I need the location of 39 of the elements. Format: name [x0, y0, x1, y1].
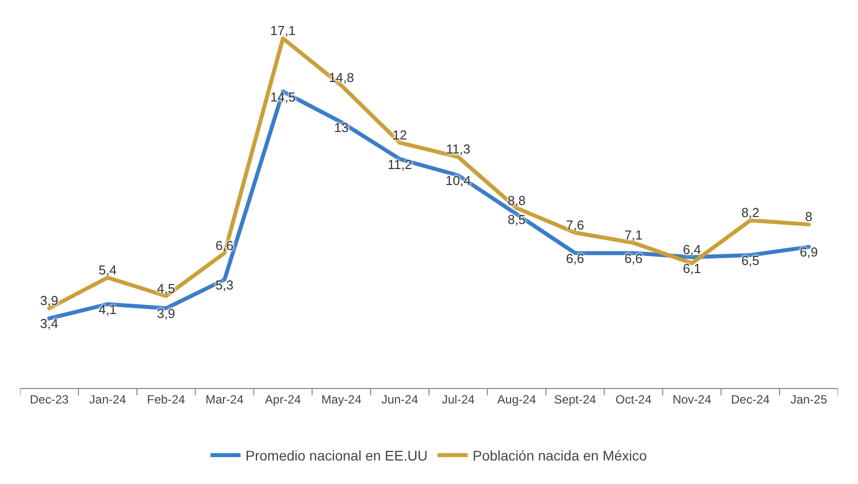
x-tick-label: Jun-24 — [381, 392, 418, 406]
x-tick-label: Jan-25 — [790, 392, 828, 406]
data-label: 8,2 — [741, 205, 760, 220]
x-tick-label: Nov-24 — [672, 392, 712, 406]
data-label: 11,2 — [388, 156, 412, 172]
data-label: 5,3 — [215, 277, 234, 292]
data-label: 4,1 — [98, 302, 117, 317]
data-label: 17,1 — [270, 23, 296, 38]
data-label: 3,4 — [40, 316, 58, 332]
x-tick-label: Sept-24 — [554, 392, 596, 406]
x-tick-label: Aug-24 — [497, 392, 536, 406]
data-label: 6,1 — [682, 261, 701, 276]
legend-label: Promedio nacional en EE.UU — [246, 448, 428, 464]
data-label: 6,6 — [624, 250, 643, 266]
data-label: 3,9 — [157, 306, 176, 322]
x-tick-label: Mar-24 — [205, 392, 244, 406]
data-label: 7,6 — [566, 217, 584, 232]
data-label: 6,9 — [800, 244, 818, 260]
data-label: 7,1 — [624, 228, 643, 243]
data-label: 12 — [392, 127, 408, 142]
data-label: 3,9 — [40, 293, 58, 308]
x-tick-label: Jan-24 — [89, 392, 126, 406]
data-label: 5,4 — [98, 262, 117, 278]
data-label: 11,3 — [446, 142, 470, 157]
x-tick-label: Dec-24 — [731, 392, 770, 406]
x-tick-label: Apr-24 — [264, 392, 302, 406]
data-label: 8,5 — [508, 212, 526, 227]
legend-label: Población nacida en México — [472, 448, 648, 464]
x-tick-label: May-24 — [321, 392, 362, 406]
data-label: 4,5 — [157, 280, 176, 296]
data-label: 6,6 — [566, 250, 584, 266]
x-tick-label: Jul-24 — [442, 392, 475, 406]
data-label: 8 — [805, 209, 812, 224]
x-tick-label: Oct-24 — [615, 392, 652, 406]
data-label: 13 — [334, 120, 349, 135]
data-label: 6,5 — [741, 252, 760, 268]
x-tick-label: Feb-24 — [147, 392, 186, 406]
data-label: 6,4 — [682, 242, 701, 257]
x-tick-label: Dec-23 — [30, 392, 69, 406]
